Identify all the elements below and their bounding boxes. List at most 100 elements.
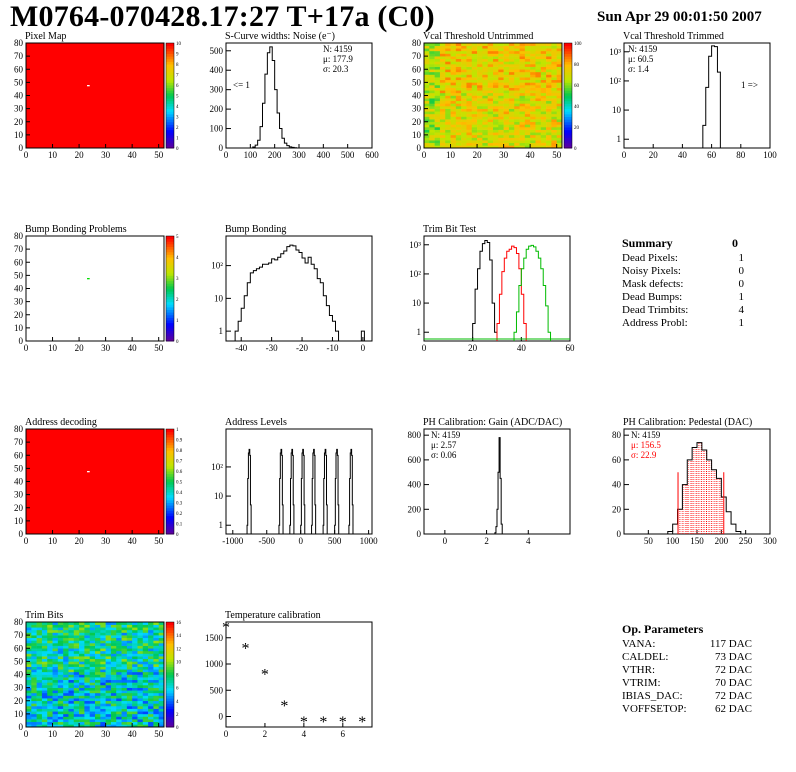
color-scale-label: 3	[176, 116, 179, 121]
color-scale-step	[166, 100, 174, 104]
color-scale-step	[166, 695, 174, 699]
heatmap-cell	[493, 108, 499, 112]
op-params-block: Op. Parameters VANA: 117 DAC CALDEL: 73 DAC…	[622, 622, 762, 722]
color-scale-label: 0.9	[176, 439, 183, 444]
heatmap-cell	[514, 121, 520, 125]
heatmap-cell	[439, 64, 446, 67]
heatmap-cell	[26, 677, 32, 681]
color-scale-frame	[165, 621, 175, 728]
heatmap-cell	[41, 682, 48, 686]
heatmap-cell	[445, 50, 451, 54]
heatmap-cell	[514, 119, 520, 123]
heatmap-cell	[41, 677, 48, 681]
heatmap-cell	[57, 661, 64, 665]
heatmap-cell	[524, 116, 531, 120]
heatmap-cell	[68, 682, 75, 686]
heatmap-cell	[36, 632, 43, 636]
heatmap-cell	[450, 98, 457, 102]
stat-line: μ: 60.5	[628, 54, 654, 64]
heatmap-cell	[477, 82, 483, 86]
color-scale-step	[166, 280, 174, 284]
color-scale-step	[166, 713, 174, 717]
y-tick-label: 0	[417, 529, 422, 539]
y-tick-label: 70	[14, 244, 24, 254]
color-scale-step	[564, 103, 572, 107]
heatmap-cell	[84, 708, 90, 712]
ph-pedestal-panel: PH Calibration: Pedestal (DAC)50 100 150 20…	[612, 417, 777, 546]
heatmap-cell	[31, 671, 37, 675]
heatmap-cell	[524, 69, 531, 73]
heatmap-cell	[439, 53, 446, 57]
heatmap-cell	[110, 682, 117, 686]
heatmap-cell	[461, 58, 467, 62]
heatmap-cell	[540, 121, 547, 125]
heatmap-cell	[429, 82, 435, 86]
heatmap-cell	[556, 134, 563, 138]
heatmap-cell	[508, 134, 515, 138]
heatmap-cell	[89, 645, 96, 649]
heatmap-cell	[95, 643, 101, 646]
x-tick-label: -1000	[222, 536, 243, 546]
heatmap-cell	[36, 669, 43, 673]
color-scale-label: 0	[176, 147, 179, 152]
heatmap-cell	[519, 53, 526, 57]
heatmap-cell	[26, 690, 32, 694]
heatmap-cell	[105, 650, 112, 654]
heatmap-cell	[95, 661, 101, 665]
heatmap-cell	[153, 661, 159, 665]
color-scale-step	[166, 77, 174, 81]
heatmap-cell	[482, 121, 488, 125]
heatmap-cell	[79, 648, 85, 652]
heatmap-cell	[482, 53, 488, 57]
heatmap-cell	[153, 635, 159, 639]
heatmap-cell	[503, 64, 510, 67]
heatmap-cell	[68, 666, 75, 670]
heatmap-cell	[530, 48, 536, 52]
heatmap-cell	[445, 79, 451, 83]
heatmap-cell	[84, 674, 90, 678]
heatmap-cell	[153, 622, 159, 625]
heatmap-cell	[445, 103, 451, 107]
heatmap-cell	[158, 658, 165, 662]
heatmap-cell	[41, 648, 48, 652]
heatmap-cell	[524, 92, 531, 96]
heatmap-cell	[482, 79, 488, 83]
heatmap-cell	[519, 90, 526, 94]
heatmap-cell	[503, 134, 510, 138]
heatmap-cell	[461, 98, 467, 102]
heatmap-cell	[126, 716, 133, 720]
heatmap-cell	[57, 643, 64, 646]
heatmap-cell	[445, 145, 451, 149]
heatmap-cell	[57, 627, 64, 631]
heatmap-cell	[121, 698, 128, 702]
heatmap-cell	[450, 82, 457, 86]
heatmap-cell	[551, 87, 557, 91]
heatmap-cell	[132, 622, 138, 625]
heatmap-cell	[546, 113, 552, 117]
color-scale-step	[166, 661, 174, 665]
heatmap-cell	[466, 119, 473, 123]
heatmap-cell	[455, 98, 462, 102]
heatmap-cell	[493, 119, 499, 123]
heatmap-cell	[137, 690, 144, 694]
heatmap-cell	[31, 645, 37, 649]
y-tick-label: 80	[14, 424, 24, 434]
heatmap-cell	[41, 706, 48, 709]
address-peak	[278, 448, 284, 534]
heatmap-cell	[487, 66, 494, 70]
heatmap-cell	[477, 98, 483, 102]
heatmap-cell	[95, 648, 101, 652]
heatmap-cell	[84, 682, 90, 686]
heatmap-cell	[57, 648, 64, 652]
heatmap-cell	[68, 635, 75, 639]
heatmap-cell	[540, 95, 547, 99]
heatmap-cell	[100, 682, 106, 686]
stat-line: μ: 156.5	[631, 440, 661, 450]
heatmap-cell	[137, 708, 144, 712]
heatmap-cell	[551, 116, 557, 120]
heatmap-cell	[52, 664, 59, 667]
heatmap-cell	[153, 685, 159, 688]
heatmap-cell	[493, 134, 499, 138]
heatmap-cell	[466, 113, 473, 117]
